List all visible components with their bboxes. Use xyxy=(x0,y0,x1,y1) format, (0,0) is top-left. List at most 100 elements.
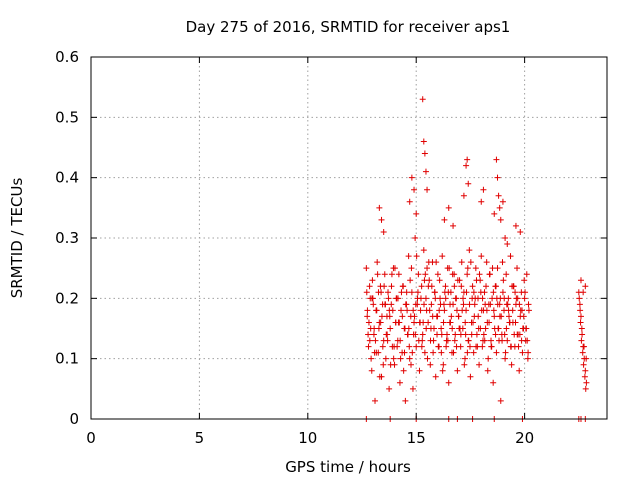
data-point xyxy=(577,307,584,314)
data-point xyxy=(374,271,381,278)
data-point xyxy=(378,216,385,223)
data-point xyxy=(499,337,506,344)
points-layer xyxy=(363,96,590,422)
data-point xyxy=(517,228,524,235)
data-point xyxy=(430,349,437,356)
data-point xyxy=(421,150,428,157)
data-point xyxy=(482,325,489,332)
data-point xyxy=(422,271,429,278)
data-point xyxy=(365,319,372,326)
data-point xyxy=(423,325,430,332)
data-point xyxy=(368,367,375,374)
data-point xyxy=(478,198,485,205)
data-point xyxy=(418,343,425,350)
y-tick-label: 0.1 xyxy=(55,350,79,368)
data-point xyxy=(420,247,427,254)
data-point xyxy=(464,349,471,356)
data-point xyxy=(405,253,412,260)
data-point xyxy=(512,289,519,296)
data-point xyxy=(454,367,461,374)
data-point xyxy=(478,307,485,314)
data-point xyxy=(412,331,419,338)
data-point xyxy=(519,349,526,356)
data-point xyxy=(402,397,409,404)
data-point xyxy=(439,367,446,374)
data-point xyxy=(455,313,462,320)
data-point xyxy=(583,379,590,386)
data-point xyxy=(373,307,380,314)
data-point xyxy=(454,277,461,284)
data-point xyxy=(399,313,406,320)
data-point xyxy=(376,204,383,211)
data-point xyxy=(483,283,490,290)
data-point xyxy=(462,319,469,326)
data-point xyxy=(577,319,584,326)
data-point xyxy=(470,289,477,296)
data-point xyxy=(476,271,483,278)
data-point xyxy=(443,331,450,338)
data-point xyxy=(460,301,467,308)
data-point xyxy=(447,301,454,308)
data-point xyxy=(463,162,470,169)
data-point xyxy=(508,361,515,368)
data-point xyxy=(377,319,384,326)
data-point xyxy=(576,295,583,302)
data-point xyxy=(497,397,504,404)
data-point xyxy=(436,307,443,314)
data-point xyxy=(411,313,418,320)
data-point xyxy=(386,307,393,314)
data-point xyxy=(399,283,406,290)
data-point xyxy=(583,355,590,362)
data-point xyxy=(521,295,528,302)
data-point xyxy=(488,337,495,344)
data-point xyxy=(522,325,529,332)
data-point xyxy=(478,253,485,260)
data-point xyxy=(397,337,404,344)
data-point xyxy=(406,343,413,350)
data-point xyxy=(406,355,413,362)
data-point xyxy=(480,331,487,338)
data-point xyxy=(439,253,446,260)
data-point xyxy=(429,313,436,320)
data-point xyxy=(447,319,454,326)
data-point xyxy=(505,307,512,314)
data-point xyxy=(514,265,521,272)
chart-title: Day 275 of 2016, SRMTID for receiver aps… xyxy=(186,18,511,36)
data-point xyxy=(469,283,476,290)
data-point xyxy=(507,343,514,350)
data-point xyxy=(407,277,414,284)
data-point xyxy=(424,186,431,193)
data-point xyxy=(460,192,467,199)
data-point xyxy=(423,307,430,314)
data-point xyxy=(373,349,380,356)
data-point xyxy=(395,271,402,278)
data-point xyxy=(392,319,399,326)
data-point xyxy=(502,349,509,356)
x-tick-label: 10 xyxy=(298,429,317,447)
data-point xyxy=(515,343,522,350)
data-point xyxy=(366,283,373,290)
data-point xyxy=(428,301,435,308)
data-point xyxy=(504,337,511,344)
data-point xyxy=(475,313,482,320)
data-point xyxy=(480,186,487,193)
data-point xyxy=(448,313,455,320)
data-point xyxy=(391,343,398,350)
data-point xyxy=(444,337,451,344)
data-point xyxy=(408,174,415,181)
data-point xyxy=(409,349,416,356)
data-point xyxy=(412,301,419,308)
data-point xyxy=(466,343,473,350)
data-point xyxy=(419,337,426,344)
data-point xyxy=(495,192,502,199)
data-point xyxy=(408,289,415,296)
data-point xyxy=(518,337,525,344)
data-point xyxy=(579,349,586,356)
data-point xyxy=(576,301,583,308)
data-point xyxy=(494,301,501,308)
data-point xyxy=(503,301,510,308)
data-point xyxy=(394,295,401,302)
data-point xyxy=(500,277,507,284)
data-point xyxy=(582,283,589,290)
